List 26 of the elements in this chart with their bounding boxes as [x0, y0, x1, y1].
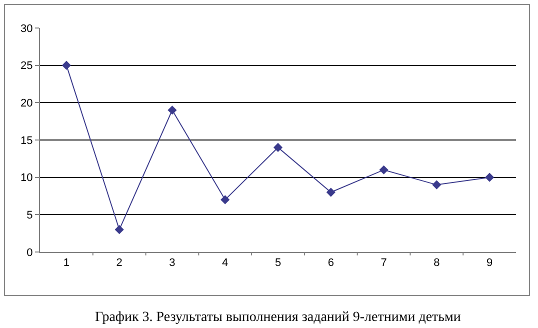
point [114, 225, 124, 234]
y-tick-label: 25 [20, 60, 33, 72]
point [432, 180, 442, 190]
x-tick-label: 1 [63, 257, 70, 270]
y-tick-label: 5 [26, 210, 33, 222]
point [62, 60, 71, 70]
y-tick-label: 30 [20, 22, 33, 35]
point [273, 142, 283, 152]
y-tick-label: 0 [26, 246, 33, 259]
y-tick-label: 20 [20, 98, 33, 110]
y-tick-label: 10 [20, 172, 33, 184]
point [168, 106, 177, 115]
point [485, 172, 494, 182]
x-tick-label: 2 [116, 257, 122, 270]
x-tick-label: 5 [274, 257, 282, 270]
text: График 3. Результаты выполнения заданий 9-летними детьми [95, 310, 462, 325]
point [220, 195, 230, 204]
point [379, 165, 388, 174]
x-tick-label: 3 [169, 257, 176, 270]
x-tick-label: 9 [486, 257, 493, 270]
x-tick-label: 7 [380, 257, 387, 270]
y-tick-label: 15 [20, 134, 33, 147]
x-tick-label: 4 [222, 257, 228, 270]
point [326, 188, 336, 197]
x-tick-label: 8 [434, 257, 440, 270]
x-tick-label: 6 [328, 257, 334, 270]
